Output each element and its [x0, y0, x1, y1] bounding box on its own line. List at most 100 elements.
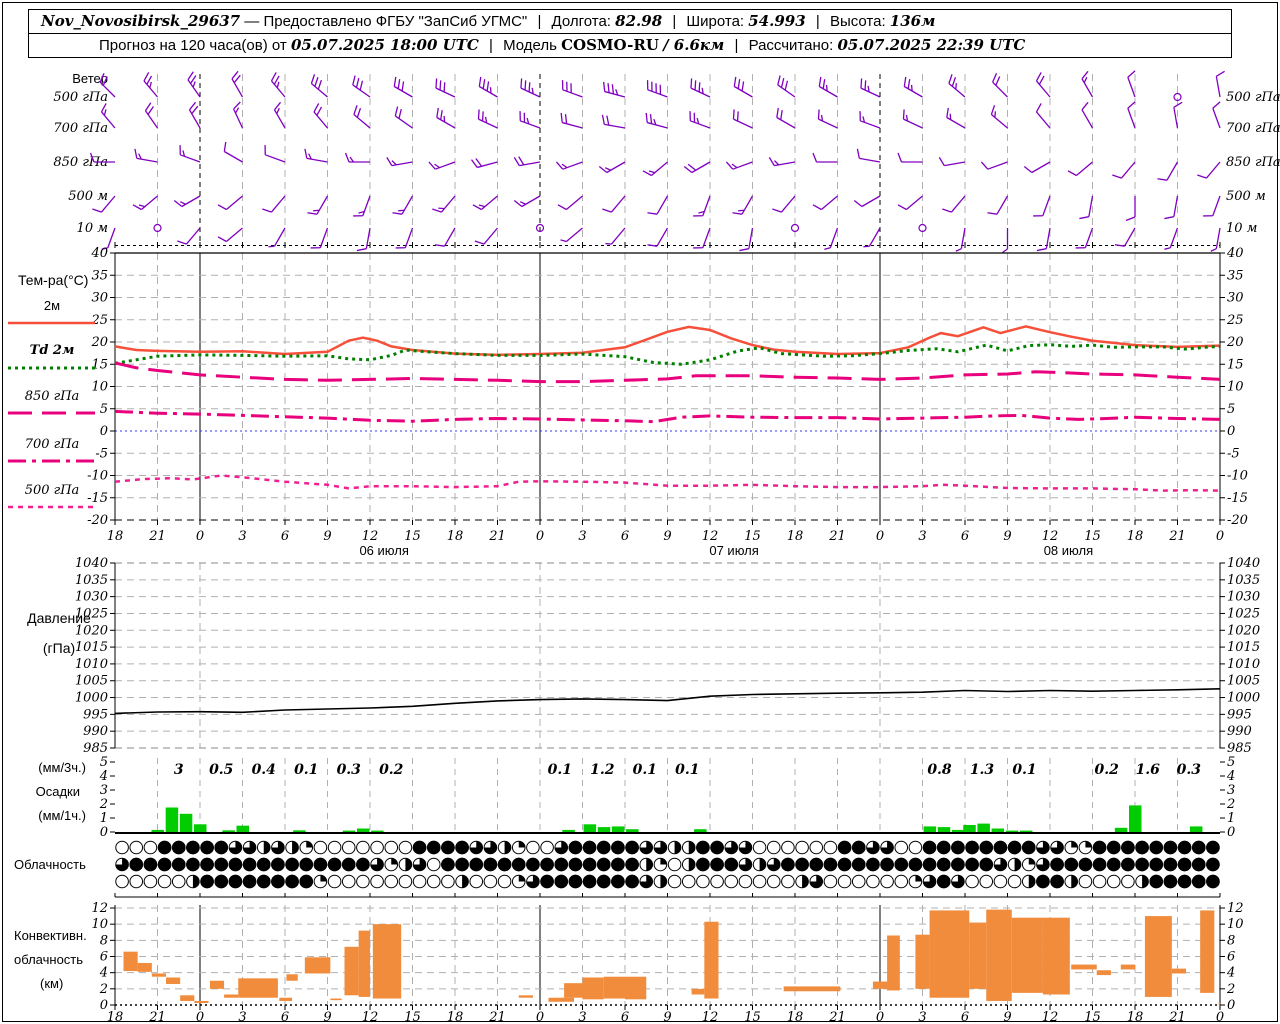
svg-text:1025: 1025	[75, 606, 108, 621]
wind-level-label-500m-right: 500 м	[1226, 189, 1266, 204]
svg-text:9: 9	[663, 1010, 671, 1024]
svg-text:10: 10	[1227, 380, 1244, 395]
svg-text:0.4: 0.4	[252, 762, 276, 778]
svg-text:0.2: 0.2	[379, 762, 404, 778]
svg-text:2: 2	[99, 797, 108, 812]
svg-text:0: 0	[536, 1010, 544, 1024]
svg-text:6: 6	[1227, 950, 1235, 965]
svg-text:1.3: 1.3	[970, 762, 995, 778]
svg-text:-15: -15	[87, 491, 108, 506]
wind-level-label-700hpa-right: 700 гПа	[1226, 121, 1280, 136]
svg-text:0: 0	[876, 1010, 884, 1024]
svg-text:1025: 1025	[1227, 606, 1260, 621]
svg-text:5: 5	[100, 755, 108, 770]
svg-text:6: 6	[621, 529, 629, 544]
svg-text:10: 10	[1227, 917, 1244, 932]
header-row-2: Прогноз на 120 часа(ов) от 05.07.2025 18…	[29, 34, 1231, 57]
svg-text:15: 15	[1084, 1010, 1101, 1024]
svg-text:0: 0	[1227, 825, 1235, 840]
svg-text:1035: 1035	[1227, 573, 1260, 588]
svg-text:18: 18	[447, 1010, 464, 1024]
svg-text:3: 3	[238, 529, 246, 544]
cloudiness-panel-chart	[114, 840, 1221, 898]
svg-text:4: 4	[1226, 769, 1235, 784]
svg-text:12: 12	[702, 529, 719, 544]
calc-time: 05.07.2025 22:39 UTC	[837, 36, 1026, 54]
svg-text:-5: -5	[1227, 446, 1240, 461]
svg-text:07 июля: 07 июля	[709, 543, 758, 558]
wind-level-label-850hpa: 850 гПа	[53, 155, 108, 170]
svg-text:-5: -5	[95, 446, 108, 461]
wind-level-label-10m-right: 10 м	[1226, 221, 1258, 236]
svg-text:0: 0	[196, 1010, 204, 1024]
svg-text:3: 3	[918, 529, 926, 544]
svg-text:0: 0	[536, 529, 544, 544]
longitude-label: Долгота:	[551, 13, 611, 30]
legend-label-2m: 2м	[43, 298, 61, 313]
svg-text:25: 25	[90, 313, 108, 328]
svg-text:0.1: 0.1	[294, 762, 318, 778]
svg-text:2: 2	[1226, 797, 1235, 812]
svg-text:1000: 1000	[1227, 691, 1260, 706]
svg-text:21: 21	[488, 1010, 506, 1024]
svg-text:12: 12	[1042, 529, 1059, 544]
svg-text:3: 3	[174, 762, 184, 778]
separator: |	[537, 13, 542, 30]
legend-label-td2m: Td 2м	[29, 343, 75, 358]
model-label: Модель	[503, 37, 557, 54]
station-name: Nov_Novosibirsk_29637	[41, 12, 241, 30]
legend-label-700: 700 гПа	[24, 437, 80, 452]
svg-text:15: 15	[91, 357, 108, 372]
svg-text:-20: -20	[87, 513, 108, 528]
conv-panel-units: (км)	[40, 976, 64, 991]
svg-text:990: 990	[1227, 724, 1252, 739]
altitude-label: Высота:	[829, 13, 886, 30]
svg-text:6: 6	[621, 1010, 629, 1024]
svg-text:6: 6	[281, 529, 289, 544]
svg-text:30: 30	[91, 291, 108, 306]
svg-text:15: 15	[744, 529, 761, 544]
temp-panel-title: Тем-ра(°C)	[18, 272, 89, 288]
svg-text:21: 21	[148, 1010, 166, 1024]
svg-text:0.3: 0.3	[1177, 762, 1202, 778]
svg-text:1040: 1040	[1227, 556, 1260, 571]
svg-text:1015: 1015	[75, 640, 108, 655]
svg-text:21: 21	[148, 529, 166, 544]
svg-text:0.1: 0.1	[1012, 762, 1036, 778]
pressure-panel-title: Давление	[27, 610, 91, 626]
wind-panel-chart	[89, 70, 1225, 254]
svg-text:0.5: 0.5	[209, 762, 233, 778]
svg-text:3: 3	[578, 1010, 586, 1024]
svg-text:3: 3	[578, 529, 586, 544]
svg-text:10: 10	[91, 380, 108, 395]
provided-by: — Предоставлено ФГБУ "ЗапСиб УГМС"	[244, 13, 528, 30]
svg-text:21: 21	[1168, 529, 1186, 544]
svg-text:18: 18	[787, 1010, 804, 1024]
svg-text:0.3: 0.3	[337, 762, 362, 778]
svg-text:08 июля: 08 июля	[1044, 543, 1093, 558]
svg-text:9: 9	[1003, 529, 1011, 544]
svg-text:1010: 1010	[1227, 657, 1260, 672]
wind-level-label-850hpa-right: 850 гПа	[1226, 155, 1280, 170]
svg-text:-20: -20	[1227, 513, 1248, 528]
svg-text:5: 5	[100, 402, 108, 417]
model-resolution: / 6.6км	[663, 36, 725, 54]
svg-text:-10: -10	[87, 469, 108, 484]
svg-text:9: 9	[323, 1010, 331, 1024]
svg-text:995: 995	[83, 707, 108, 722]
svg-text:3: 3	[918, 1010, 926, 1024]
svg-text:30: 30	[1227, 291, 1244, 306]
pressure-panel-units: (гПа)	[42, 640, 76, 656]
svg-text:1005: 1005	[1227, 674, 1260, 689]
svg-text:4: 4	[1226, 966, 1235, 981]
svg-text:40: 40	[90, 246, 108, 261]
svg-text:985: 985	[1227, 741, 1252, 756]
svg-text:1.2: 1.2	[590, 762, 615, 778]
svg-text:0.2: 0.2	[1094, 762, 1119, 778]
separator: |	[815, 13, 820, 30]
svg-text:40: 40	[1226, 246, 1244, 261]
svg-text:0: 0	[196, 529, 204, 544]
svg-text:1040: 1040	[75, 556, 108, 571]
svg-text:18: 18	[1127, 1010, 1144, 1024]
svg-text:21: 21	[1168, 1010, 1186, 1024]
